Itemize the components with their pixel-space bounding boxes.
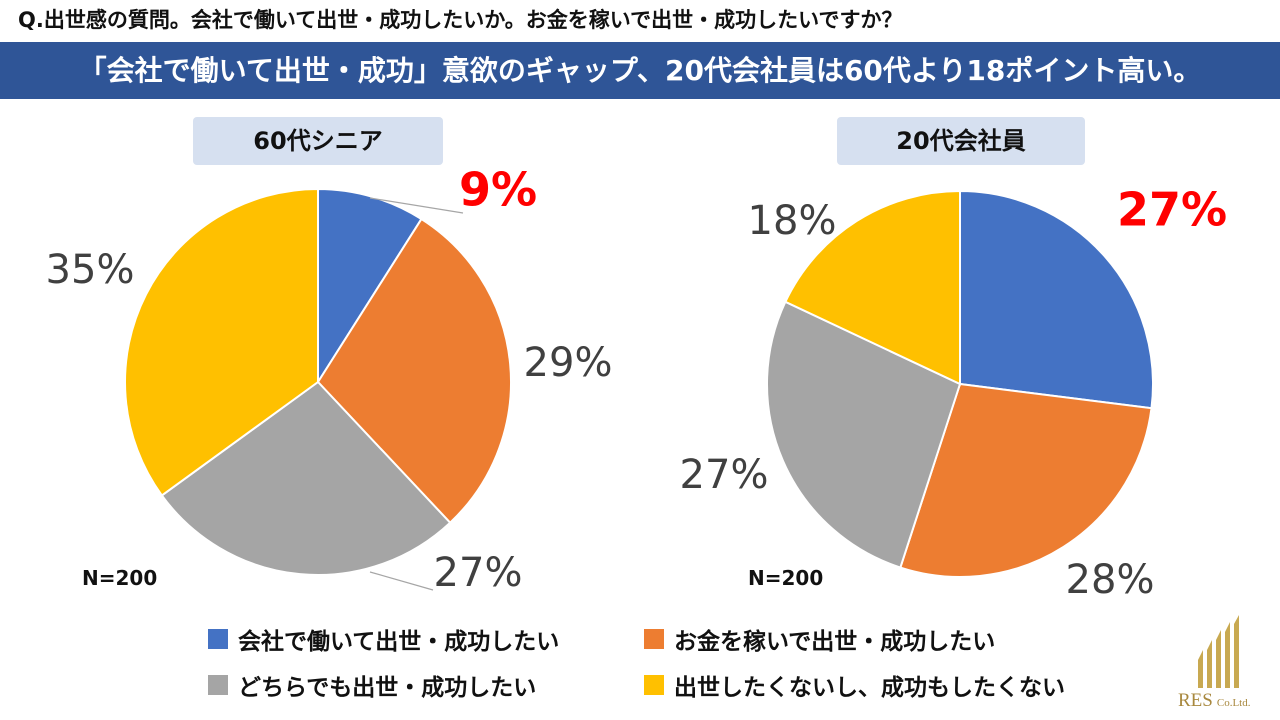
legend-item-neither: 出世したくないし、成功もしたくない <box>644 668 1065 702</box>
legend-label: どちらでも出世・成功したい <box>238 675 537 701</box>
pie-slice <box>959 189 1154 410</box>
company-logo-text: RES Co.Ltd. <box>1178 690 1250 712</box>
legend-label: 会社で働いて出世・成功したい <box>238 629 560 655</box>
logo-suffix: Co.Ltd. <box>1216 697 1251 709</box>
legend-swatch <box>208 629 228 649</box>
headline-banner: 「会社で働いて出世・成功」意欲のギャップ、20代会社員は60代より18ポイント高… <box>0 42 1280 99</box>
legend-item-money: お金を稼いで出世・成功したい <box>644 622 995 656</box>
data-label: 9% <box>459 163 537 217</box>
data-label: 18% <box>748 198 837 244</box>
legend-label: 出世したくないし、成功もしたくない <box>674 675 1065 701</box>
chart-title-young-employees: 20代会社員 <box>837 117 1085 165</box>
sample-size-left: N=200 <box>82 566 158 590</box>
pie-slice <box>160 380 452 576</box>
logo-name: RES <box>1178 690 1213 711</box>
data-label: 28% <box>1066 557 1155 603</box>
leader-line <box>369 197 464 214</box>
sample-size-right: N=200 <box>748 566 824 590</box>
data-label: 29% <box>524 340 613 386</box>
pie-slice <box>316 217 512 525</box>
legend-swatch <box>208 675 228 695</box>
pie-slice <box>317 187 423 386</box>
legend-item-either: どちらでも出世・成功したい <box>208 668 536 702</box>
leader-line <box>369 571 434 591</box>
data-label: 27% <box>434 550 523 596</box>
data-label: 27% <box>1117 183 1227 237</box>
legend-item-company: 会社で働いて出世・成功したい <box>208 622 559 656</box>
question-text: Q.出世感の質問。会社で働いて出世・成功したいか。お金を稼いで出世・成功したいで… <box>18 8 903 32</box>
chart-title-seniors: 60代シニア <box>193 117 443 165</box>
company-logo-icon <box>1198 615 1239 688</box>
legend-swatch <box>644 675 664 695</box>
pie-slice <box>766 300 962 569</box>
legend-swatch <box>644 629 664 649</box>
data-label: 27% <box>680 452 769 498</box>
pie-slice <box>899 382 1153 578</box>
legend-label: お金を稼いで出世・成功したい <box>674 629 996 655</box>
data-label: 35% <box>46 247 135 293</box>
pie-slice <box>784 189 961 386</box>
pie-slice <box>124 187 319 497</box>
